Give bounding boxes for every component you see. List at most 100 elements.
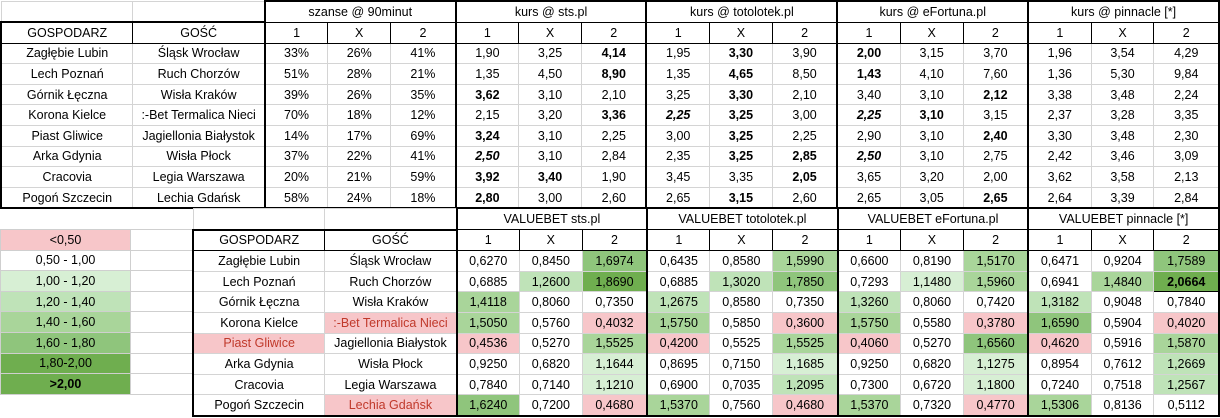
valuebet-cell-totolotek[interactable]: 1,3020 — [709, 270, 774, 293]
sub-header[interactable]: X — [709, 229, 774, 252]
odds-cell-efortuna[interactable]: 3,40 — [836, 83, 901, 106]
valuebet-cell-sts[interactable]: 0,6885 — [456, 270, 520, 293]
probability-cell[interactable]: 26% — [327, 42, 392, 65]
odds-cell-totolotek[interactable]: 3,00 — [771, 104, 839, 127]
away-team-cell[interactable]: Legia Warszawa — [132, 166, 266, 188]
odds-cell-sts[interactable]: 2,15 — [455, 104, 520, 127]
valuebet-cell-sts[interactable]: 0,6270 — [456, 250, 520, 272]
valuebet-cell-totolotek[interactable]: 0,5525 — [709, 332, 774, 355]
valuebet-cell-pinnacle[interactable]: 1,3182 — [1027, 291, 1092, 313]
sub-header[interactable]: 2 — [962, 21, 1030, 44]
valuebet-cell-sts[interactable]: 0,7140 — [518, 373, 583, 396]
odds-cell-totolotek[interactable]: 2,25 — [771, 125, 839, 147]
legend-range-cell[interactable]: 0,50 - 1,00 — [0, 249, 131, 272]
odds-cell-totolotek[interactable]: 3,25 — [708, 125, 773, 147]
group-header-pinnacle[interactable]: kurs @ pinnacle [*] — [1027, 0, 1220, 23]
odds-cell-pinnacle[interactable]: 5,30 — [1090, 63, 1155, 85]
probability-cell[interactable]: 39% — [264, 83, 329, 106]
sub-header[interactable]: 2 — [1153, 229, 1220, 252]
valuebet-cell-efortuna[interactable]: 1,1480 — [900, 270, 964, 293]
valuebet-cell-sts[interactable]: 0,7200 — [518, 394, 583, 417]
group-header-valuebet-totolotek[interactable]: VALUEBET totolotek.pl — [646, 207, 839, 231]
odds-cell-efortuna[interactable]: 3,65 — [836, 166, 901, 188]
odds-cell-sts[interactable]: 1,90 — [581, 166, 648, 188]
odds-cell-pinnacle[interactable]: 3,09 — [1153, 145, 1220, 168]
valuebet-cell-efortuna[interactable]: 0,4770 — [962, 394, 1030, 417]
probability-cell[interactable]: 18% — [390, 186, 457, 210]
valuebet-cell-totolotek[interactable]: 0,6435 — [646, 250, 711, 272]
valuebet-cell-pinnacle[interactable]: 0,6471 — [1027, 250, 1092, 272]
empty-cell[interactable] — [130, 373, 193, 395]
odds-cell-pinnacle[interactable]: 2,24 — [1153, 83, 1220, 106]
odds-cell-efortuna[interactable]: 2,50 — [836, 145, 901, 168]
legend-range-cell[interactable]: <0,50 — [0, 229, 131, 251]
valuebet-cell-totolotek[interactable]: 1,5370 — [646, 394, 711, 417]
valuebet-cell-efortuna[interactable]: 1,1275 — [962, 353, 1030, 375]
home-team-cell[interactable]: Lech Poznań — [192, 270, 326, 293]
valuebet-cell-pinnacle[interactable]: 0,7612 — [1090, 353, 1155, 375]
odds-cell-sts[interactable]: 3,00 — [518, 186, 583, 210]
valuebet-cell-sts[interactable]: 0,6820 — [518, 353, 583, 375]
probability-cell[interactable]: 35% — [390, 83, 457, 106]
valuebet-cell-efortuna[interactable]: 0,7420 — [962, 291, 1030, 313]
odds-cell-sts[interactable]: 3,24 — [455, 125, 520, 147]
odds-cell-sts[interactable]: 2,25 — [581, 125, 648, 147]
legend-range-cell[interactable]: 1,80-2,00 — [0, 352, 131, 375]
valuebet-cell-efortuna[interactable]: 1,3260 — [837, 291, 902, 313]
probability-cell[interactable]: 21% — [327, 166, 392, 188]
corner-cell[interactable] — [192, 207, 326, 231]
sub-header[interactable]: 2 — [962, 229, 1030, 252]
valuebet-cell-totolotek[interactable]: 0,6885 — [646, 270, 711, 293]
valuebet-cell-pinnacle[interactable]: 0,7518 — [1090, 373, 1155, 396]
valuebet-cell-pinnacle[interactable]: 0,5904 — [1090, 311, 1155, 334]
away-team-cell[interactable]: Legia Warszawa — [324, 373, 458, 396]
valuebet-cell-sts[interactable]: 1,6240 — [456, 394, 520, 417]
probability-cell[interactable]: 20% — [264, 166, 329, 188]
probability-cell[interactable]: 37% — [264, 145, 329, 168]
away-team-cell[interactable]: Lechia Gdańsk — [132, 186, 266, 210]
empty-cell[interactable] — [130, 331, 193, 354]
valuebet-cell-sts[interactable]: 0,4680 — [581, 394, 649, 417]
valuebet-cell-totolotek[interactable]: 0,8695 — [646, 353, 711, 375]
valuebet-cell-sts[interactable]: 1,8690 — [581, 270, 649, 293]
valuebet-cell-pinnacle[interactable]: 0,9048 — [1090, 291, 1155, 313]
odds-cell-totolotek[interactable]: 3,15 — [708, 186, 773, 210]
home-team-cell[interactable]: Zagłębie Lubin — [192, 250, 326, 272]
valuebet-cell-totolotek[interactable]: 0,8580 — [709, 291, 774, 313]
valuebet-cell-totolotek[interactable]: 1,7850 — [772, 270, 839, 293]
odds-cell-totolotek[interactable]: 2,10 — [771, 83, 839, 106]
valuebet-cell-pinnacle[interactable]: 0,5112 — [1153, 394, 1220, 417]
sub-header[interactable]: 1 — [1027, 229, 1092, 252]
group-header-valuebet-efortuna[interactable]: VALUEBET eFortuna.pl — [837, 207, 1030, 231]
valuebet-cell-sts[interactable]: 0,4032 — [581, 311, 649, 334]
odds-cell-efortuna[interactable]: 2,00 — [962, 166, 1030, 188]
away-team-cell[interactable]: Wisła Kraków — [324, 291, 458, 313]
valuebet-cell-totolotek[interactable]: 1,5750 — [646, 311, 711, 334]
group-header-valuebet-sts[interactable]: VALUEBET sts.pl — [456, 207, 649, 231]
empty-cell[interactable] — [130, 290, 193, 313]
odds-cell-efortuna[interactable]: 3,10 — [899, 145, 964, 168]
home-team-cell[interactable]: Lech Poznań — [0, 63, 134, 85]
sub-header[interactable]: 1 — [836, 21, 901, 44]
odds-cell-sts[interactable]: 1,90 — [455, 42, 520, 65]
sub-header[interactable]: 2 — [1153, 21, 1220, 44]
odds-cell-totolotek[interactable]: 3,35 — [708, 166, 773, 188]
probability-cell[interactable]: 59% — [390, 166, 457, 188]
odds-cell-pinnacle[interactable]: 2,37 — [1027, 104, 1092, 127]
valuebet-cell-totolotek[interactable]: 0,7035 — [709, 373, 774, 396]
probability-cell[interactable]: 33% — [264, 42, 329, 65]
valuebet-cell-pinnacle[interactable]: 1,7589 — [1153, 250, 1220, 272]
odds-cell-pinnacle[interactable]: 9,84 — [1153, 63, 1220, 85]
group-header-sts[interactable]: kurs @ sts.pl — [455, 0, 648, 23]
home-team-cell[interactable]: Piast Gliwice — [192, 332, 326, 355]
valuebet-cell-totolotek[interactable]: 1,5525 — [772, 332, 839, 355]
probability-cell[interactable]: 22% — [327, 145, 392, 168]
away-team-cell[interactable]: Ruch Chorzów — [324, 270, 458, 293]
odds-cell-totolotek[interactable]: 3,25 — [645, 83, 710, 106]
sub-header[interactable]: X — [1090, 21, 1155, 44]
valuebet-cell-sts[interactable]: 1,5050 — [456, 311, 520, 334]
empty-cell[interactable] — [130, 311, 193, 333]
valuebet-cell-totolotek[interactable]: 0,3600 — [772, 311, 839, 334]
home-team-cell[interactable]: Korona Kielce — [0, 104, 134, 127]
odds-cell-pinnacle[interactable]: 3,35 — [1153, 104, 1220, 127]
